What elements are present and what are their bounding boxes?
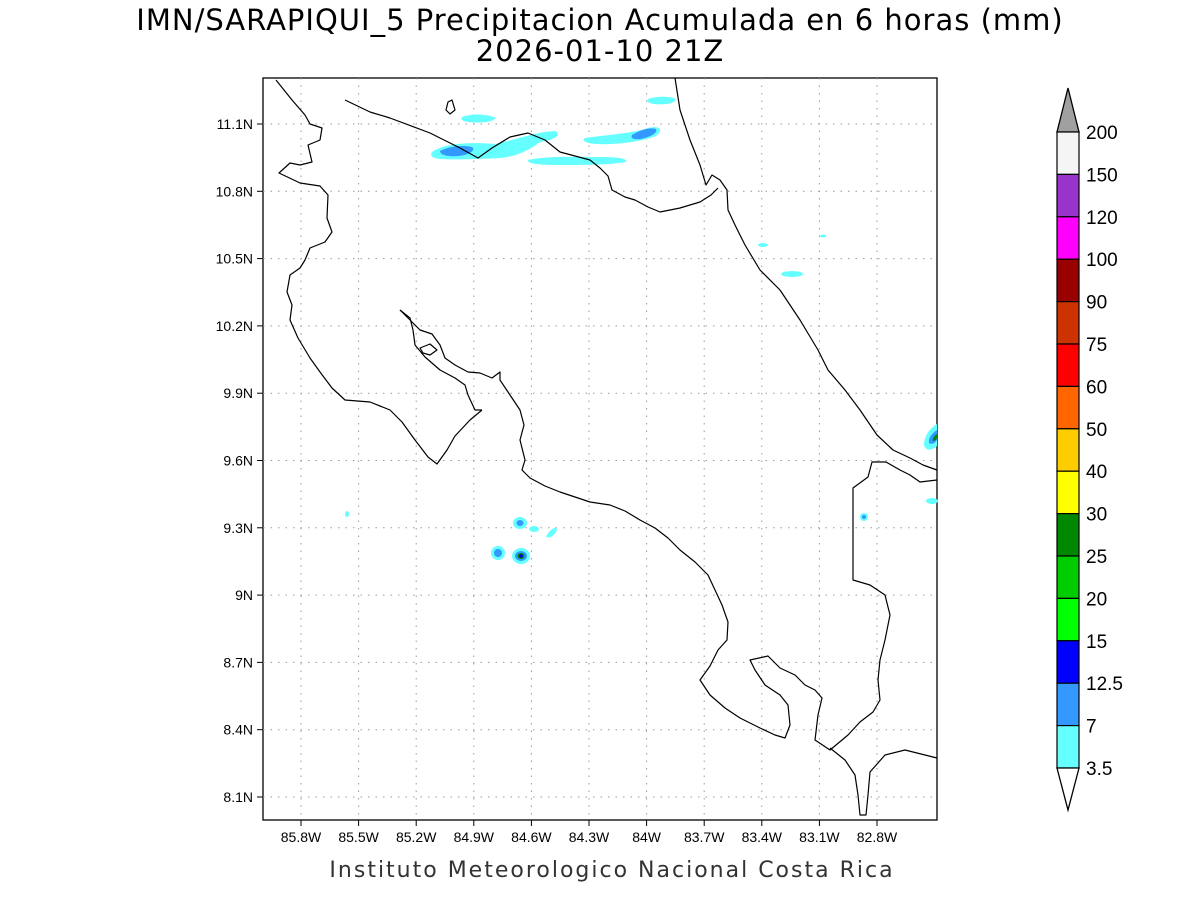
colorbar-swatch [1056, 301, 1080, 345]
precip-area-12.5mm [932, 434, 937, 441]
colorbar-swatch [1056, 512, 1080, 557]
colorbar-swatch [1056, 216, 1080, 260]
colorbar-label: 20 [1086, 589, 1107, 610]
nicoya-island [419, 343, 438, 356]
colorbar-over-arrow [1056, 87, 1080, 133]
longitude-tick-label: 84.3W [569, 829, 610, 845]
latitude-tick-label: 10.8N [216, 183, 253, 199]
figure-date: 2026-01-10 21Z [476, 34, 725, 68]
precip-area-3.5mm [461, 114, 496, 123]
longitude-tick-label: 85.8W [281, 829, 322, 845]
lake-nicaragua-shore [445, 99, 456, 115]
colorbar-label: 60 [1086, 377, 1107, 398]
colorbar-swatch [1056, 258, 1080, 303]
colorbar-label: 120 [1086, 208, 1118, 229]
map-frame [262, 77, 938, 821]
latitude-tick-label: 10.5N [216, 251, 253, 267]
colorbar-label: 75 [1086, 335, 1107, 356]
footer-credit: Instituto Meteorologico Nacional Costa R… [329, 858, 894, 883]
latitude-tick-label: 11.1N [217, 116, 253, 132]
latitude-axis: 11.1N 10.8N 10.5N 10.2N 9.9N 9.6N 9.3N 9N 8.7N 8.… [216, 116, 263, 805]
colorbar-boxes [1056, 131, 1080, 769]
map-panel: 11.1N 10.8N 10.5N 10.2N 9.9N 9.6N 9.3N 9N 8.7N 8.… [216, 77, 938, 845]
precip-area-7mm [440, 146, 474, 157]
latitude-tick-label: 8.1N [223, 789, 253, 805]
colorbar-label: 90 [1086, 293, 1107, 314]
gulf-north-coast [399, 309, 938, 751]
longitude-tick-label: 83.1W [799, 829, 840, 845]
precip-area-3.5mm [926, 498, 938, 504]
precip-area-7mm [631, 128, 657, 140]
colorbar-label: 3.5 [1086, 759, 1112, 780]
colorbar-label: 15 [1086, 632, 1107, 653]
precip-area-3.5mm [758, 243, 768, 247]
precip-area-15mm [519, 554, 523, 558]
figure-title: IMN/SARAPIQUI_5 Precipitacion Acumulada … [136, 3, 1063, 37]
longitude-tick-label: 83.7W [684, 829, 725, 845]
colorbar-label: 150 [1086, 165, 1118, 186]
nicaragua-border-line [344, 99, 719, 213]
colorbar-swatch [1056, 131, 1080, 176]
colorbar-label: 200 [1086, 123, 1118, 144]
colorbar-label: 30 [1086, 505, 1107, 526]
latitude-tick-label: 9.9N [223, 385, 253, 401]
longitude-tick-label: 85.5W [338, 829, 379, 845]
latitude-tick-label: 8.7N [223, 654, 253, 670]
precip-area-3.5mm [529, 526, 539, 532]
burica-peninsula-coast [829, 747, 938, 816]
precip-area-3.5mm [527, 156, 627, 165]
nicaragua-coast-north [275, 79, 483, 465]
colorbar-swatch [1056, 640, 1080, 684]
colorbar-label: 100 [1086, 250, 1118, 271]
coastlines [275, 77, 938, 816]
precip-area-7mm [516, 520, 524, 526]
colorbar-label: 50 [1086, 420, 1107, 441]
colorbar-swatch [1056, 555, 1080, 600]
colorbar-legend: 200 150 120 100 90 75 60 50 40 30 25 20 15 12.5 7 3.5 [1056, 87, 1123, 813]
latitude-tick-label: 8.4N [223, 722, 253, 738]
colorbar-swatch [1056, 385, 1080, 430]
nicoya-gulf-coast [399, 309, 482, 411]
latitude-tick-label: 9.3N [223, 520, 253, 536]
latitude-tick-label: 9.6N [223, 453, 253, 469]
colorbar-swatch [1056, 343, 1080, 388]
precip-area-3.5mm [647, 96, 676, 105]
longitude-tick-label: 84W [632, 829, 662, 845]
colorbar-label: 12.5 [1086, 674, 1123, 695]
colorbar-swatch [1056, 173, 1080, 218]
latitude-tick-label: 9N [235, 587, 253, 603]
colorbar-swatch [1056, 682, 1080, 727]
colorbar-labels: 200 150 120 100 90 75 60 50 40 30 25 20 15 12.5 7 3.5 [1086, 123, 1123, 780]
colorbar-swatch [1056, 597, 1080, 642]
precip-area-3.5mm [820, 234, 826, 238]
colorbar-swatch [1056, 724, 1080, 769]
colorbar-swatch [1056, 428, 1080, 472]
colorbar-label: 7 [1086, 717, 1097, 738]
colorbar-under-arrow [1056, 767, 1080, 813]
latitude-tick-label: 10.2N [216, 318, 253, 334]
precip-area-7mm [862, 515, 866, 519]
precipitation-areas [345, 96, 938, 564]
precip-area-3.5mm [781, 271, 803, 277]
colorbar-swatch [1056, 470, 1080, 515]
caribbean-coast [674, 77, 938, 471]
longitude-tick-label: 82.8W [857, 829, 898, 845]
precip-area-3.5mm [345, 511, 349, 517]
longitude-tick-label: 84.9W [454, 829, 495, 845]
precip-area-7mm [494, 549, 502, 557]
precip-area-3.5mm [546, 527, 557, 538]
longitude-tick-label: 84.6W [511, 829, 552, 845]
longitude-axis: 85.8W 85.5W 85.2W 84.9W 84.6W 84.3W 84W 83.7W 83… [281, 820, 898, 845]
colorbar-label: 25 [1086, 547, 1107, 568]
longitude-tick-label: 83.4W [742, 829, 783, 845]
colorbar-label: 40 [1086, 462, 1107, 483]
longitude-tick-label: 85.2W [396, 829, 437, 845]
